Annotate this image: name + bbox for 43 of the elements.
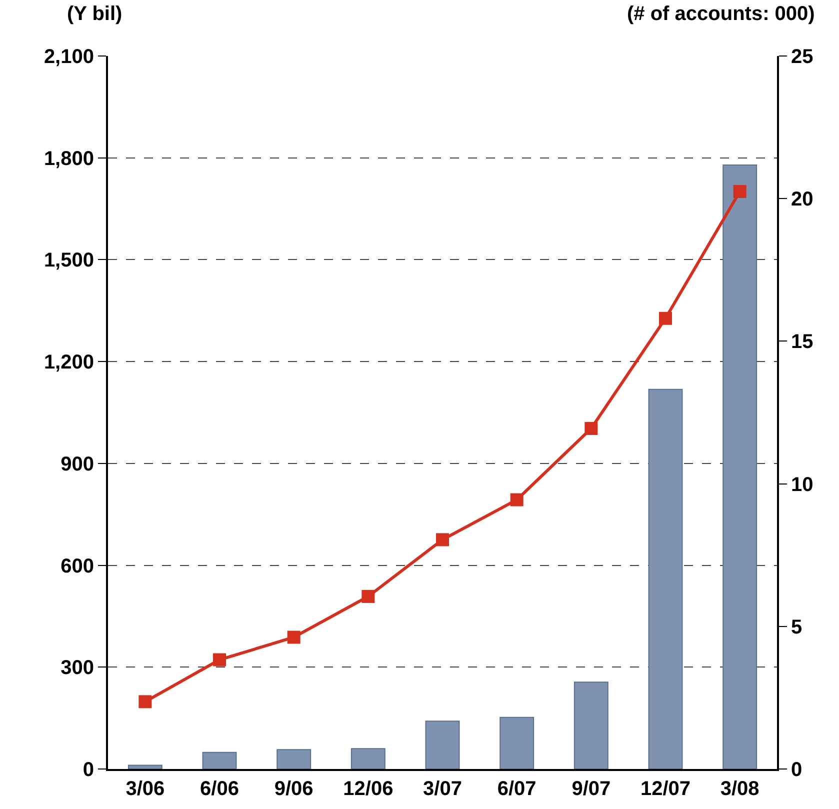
point: [436, 533, 449, 546]
y-tick-label: 900: [60, 453, 94, 476]
point: [510, 493, 524, 506]
point: [213, 653, 226, 666]
y2-tick-label: 15: [791, 331, 814, 354]
point: [659, 312, 672, 325]
y-tick-label: 300: [60, 657, 94, 680]
bar: [276, 749, 312, 769]
y-tick-label: 1,800: [44, 148, 94, 170]
x-tick-label: 6/07: [497, 778, 536, 800]
point: [733, 184, 746, 198]
y2-tick-label: 5: [791, 616, 802, 638]
y-tick-label: 1,500: [44, 250, 94, 272]
x-tick-label: 6/06: [200, 778, 239, 800]
point: [138, 695, 152, 708]
bar: [500, 716, 534, 769]
x-tick-label: 12/07: [640, 778, 691, 800]
x-tick-label: 3/07: [423, 778, 462, 800]
y2-tick-label: 0: [791, 759, 802, 781]
y-tick-label: 2,100: [44, 46, 94, 68]
bar: [648, 388, 683, 769]
bar: [574, 682, 608, 769]
bar: [128, 764, 162, 769]
y2-axis-title: (# of accounts: 000): [627, 3, 815, 25]
point: [584, 422, 598, 435]
x-tick-label: 9/07: [572, 778, 611, 800]
y-tick-label: 0: [82, 759, 94, 781]
x-tick-label: 3/08: [720, 778, 760, 800]
point: [362, 590, 375, 603]
x-tick-label: 12/06: [343, 778, 394, 800]
y2-tick-label: 25: [791, 46, 814, 68]
x-tick-label: 9/06: [274, 778, 314, 800]
bar: [350, 748, 386, 769]
point: [287, 630, 300, 644]
y-tick-label: 600: [60, 555, 94, 578]
y2-tick-label: 10: [791, 474, 814, 496]
bar: [425, 720, 460, 769]
y-axis-title: (Y bil): [67, 3, 122, 25]
bar: [202, 752, 237, 769]
y2-tick-label: 20: [791, 188, 814, 211]
x-tick-label: 3/06: [126, 778, 165, 800]
y-tick-label: 1,200: [44, 352, 94, 374]
bar: [722, 164, 758, 769]
